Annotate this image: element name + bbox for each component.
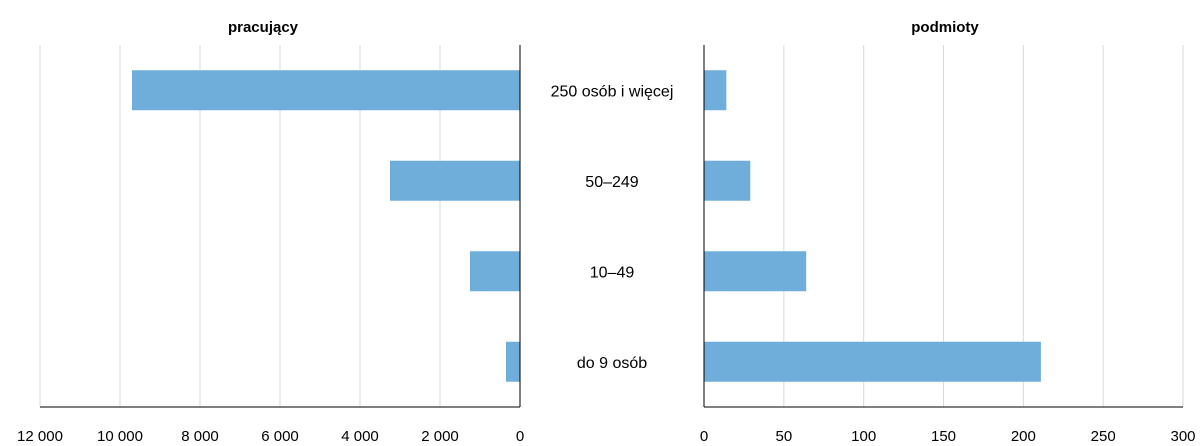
x-tick-label: 200 [1011, 428, 1036, 445]
x-tick-label: 100 [851, 428, 876, 445]
x-tick-label: 150 [931, 428, 956, 445]
x-tick-label: 2 000 [421, 428, 459, 445]
bar [704, 70, 727, 111]
category-label: 50–249 [585, 174, 638, 191]
bar [704, 160, 751, 201]
bar [132, 70, 520, 111]
left-chart-title: pracujący [228, 19, 299, 36]
x-tick-label: 300 [1170, 428, 1195, 445]
x-tick-label: 6 000 [261, 428, 299, 445]
bar [470, 251, 520, 292]
category-label: do 9 osób [577, 355, 647, 372]
x-tick-label: 4 000 [341, 428, 379, 445]
bar [704, 251, 807, 292]
category-label: 250 osób i więcej [551, 83, 674, 100]
x-tick-label: 50 [775, 428, 792, 445]
bar [506, 341, 520, 382]
x-tick-label: 0 [700, 428, 708, 445]
x-tick-label: 0 [516, 428, 524, 445]
bar [390, 160, 520, 201]
x-tick-label: 250 [1091, 428, 1116, 445]
x-tick-label: 10 000 [97, 428, 143, 445]
bar [704, 341, 1041, 382]
category-label: 10–49 [590, 264, 635, 281]
x-tick-label: 8 000 [181, 428, 219, 445]
x-tick-label: 12 000 [17, 428, 63, 445]
right-chart-title: podmioty [911, 19, 979, 36]
